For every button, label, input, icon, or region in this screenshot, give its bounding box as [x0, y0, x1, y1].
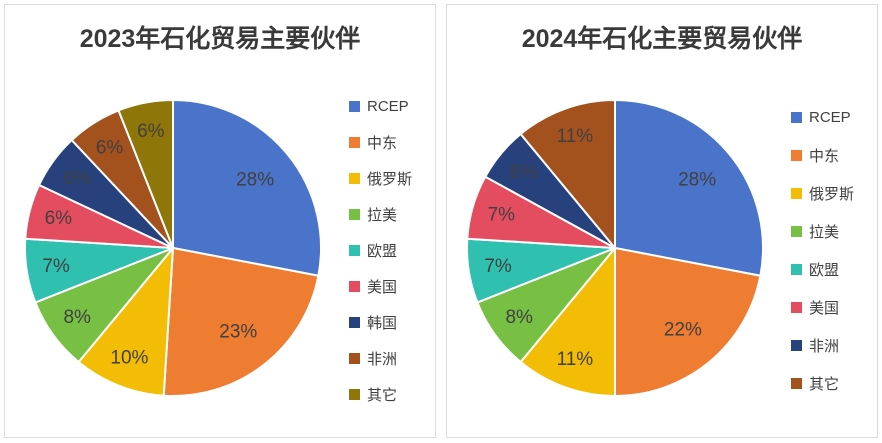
pie-slice-label-latin-america: 8%	[63, 307, 91, 328]
pie-slice-other	[519, 99, 616, 249]
pie-slice-russia	[77, 247, 174, 397]
pie-slice-label-rcep: 28%	[236, 170, 274, 191]
legend-item-middle-east: 中东	[791, 136, 854, 174]
legend-swatch-south-korea	[349, 316, 360, 328]
pie-chart-2024: 28% 22% 11% 8% 7% 7% 6% 11%	[465, 99, 764, 397]
legend-swatch-eu	[349, 244, 360, 256]
legend-2023: RCEP 中东俄罗斯拉美欧盟美国韩国非洲其它	[349, 88, 412, 412]
legend-label-eu: 欧盟	[809, 261, 840, 279]
legend-swatch-other	[349, 388, 360, 400]
pie-chart-2023: 28%23%10%8%7%6%6%6%6%	[23, 99, 322, 398]
legend-item-usa: 美国	[349, 268, 412, 304]
pie-slice-other	[117, 99, 174, 249]
chart-panel-2023: 2023年石化贸易主要伙伴 28% 23% 10% 8% 7% 6% 6% 6% 6% RCEP…	[4, 4, 436, 438]
legend-item-eu: 欧盟	[791, 250, 854, 288]
legend-label-russia: 俄罗斯	[367, 170, 413, 188]
legend-item-rcep: RCEP	[791, 98, 854, 136]
pie-slice-label-middle-east: 22%	[664, 320, 702, 341]
pie-slice-label-south-korea: 6%	[63, 168, 91, 189]
legend-label-south-korea: 韩国	[367, 314, 398, 332]
pie-slice-label-russia: 10%	[110, 348, 148, 369]
pie-slice-label-africa: 6%	[510, 162, 538, 183]
legend-item-africa: 非洲	[791, 326, 854, 364]
pie-slice-russia	[519, 247, 616, 397]
legend-swatch-usa	[791, 301, 802, 313]
legend-label-other: 其它	[367, 386, 398, 404]
legend-swatch-latin-america	[791, 225, 802, 237]
pie-slice-label-middle-east: 23%	[219, 322, 257, 343]
pie-slice-label-usa: 7%	[488, 205, 516, 226]
pie-slice-label-eu: 7%	[484, 256, 512, 277]
legend-label-latin-america: 拉美	[367, 206, 398, 224]
legend-item-russia: 俄罗斯	[791, 174, 854, 212]
legend-label-latin-america: 拉美	[809, 223, 840, 241]
legend-swatch-rcep	[349, 100, 360, 112]
legend-item-russia: 俄罗斯	[349, 160, 412, 196]
legend-swatch-usa	[349, 280, 360, 292]
legend-label-usa: 美国	[367, 278, 398, 296]
legend-swatch-rcep	[791, 111, 802, 123]
legend-swatch-other	[791, 377, 802, 389]
legend-label-middle-east: 中东	[809, 147, 840, 165]
legend-label-rcep: RCEP	[367, 97, 409, 115]
pie-slice-label-usa: 6%	[45, 208, 73, 229]
legend-item-usa: 美国	[791, 288, 854, 326]
legend-2024: RCEP 中东俄罗斯拉美欧盟美国非洲其它	[791, 98, 854, 402]
legend-label-africa: 非洲	[367, 350, 398, 368]
pie-slice-rcep	[172, 99, 322, 277]
legend-label-usa: 美国	[809, 299, 840, 317]
legend-item-other: 其它	[349, 376, 412, 412]
pie-slice-label-russia: 11%	[557, 349, 594, 370]
legend-item-eu: 欧盟	[349, 232, 412, 268]
legend-label-eu: 欧盟	[367, 242, 398, 260]
pie-slice-middle-east	[614, 247, 762, 397]
legend-swatch-latin-america	[349, 208, 360, 220]
legend-label-russia: 俄罗斯	[809, 185, 855, 203]
legend-swatch-africa	[349, 352, 360, 364]
legend-swatch-eu	[791, 263, 802, 275]
legend-swatch-middle-east	[791, 149, 802, 161]
pie-slice-label-latin-america: 8%	[505, 307, 533, 328]
pie-slice-label-eu: 7%	[42, 256, 70, 277]
legend-item-latin-america: 拉美	[349, 196, 412, 232]
legend-label-africa: 非洲	[809, 337, 840, 355]
pie-slice-middle-east	[162, 247, 320, 398]
legend-label-middle-east: 中东	[367, 134, 398, 152]
pie-slice-label-rcep: 28%	[678, 170, 716, 191]
legend-item-middle-east: 中东	[349, 124, 412, 160]
pie-slice-label-other: 11%	[557, 126, 594, 147]
legend-label-other: 其它	[809, 375, 840, 393]
legend-item-other: 其它	[791, 364, 854, 402]
pie-slice-rcep	[614, 99, 764, 277]
chart-title-2023: 2023年石化贸易主要伙伴	[79, 25, 361, 53]
pie-slice-label-other: 6%	[137, 121, 165, 142]
legend-item-rcep: RCEP	[349, 88, 412, 124]
legend-item-south-korea: 韩国	[349, 304, 412, 340]
pie-slice-label-africa: 6%	[96, 138, 124, 159]
legend-swatch-russia	[791, 187, 802, 199]
legend-label-rcep: RCEP	[809, 108, 851, 126]
legend-swatch-russia	[349, 172, 360, 184]
legend-item-africa: 非洲	[349, 340, 412, 376]
chart-title-2024: 2024年石化主要贸易伙伴	[521, 25, 803, 53]
legend-swatch-middle-east	[349, 136, 360, 148]
legend-item-latin-america: 拉美	[791, 212, 854, 250]
legend-swatch-africa	[791, 339, 802, 351]
chart-panel-2024: 2024年石化主要贸易伙伴 28% 22% 11% 8% 7% 7% 6% 11% RCEP 中…	[446, 4, 878, 438]
